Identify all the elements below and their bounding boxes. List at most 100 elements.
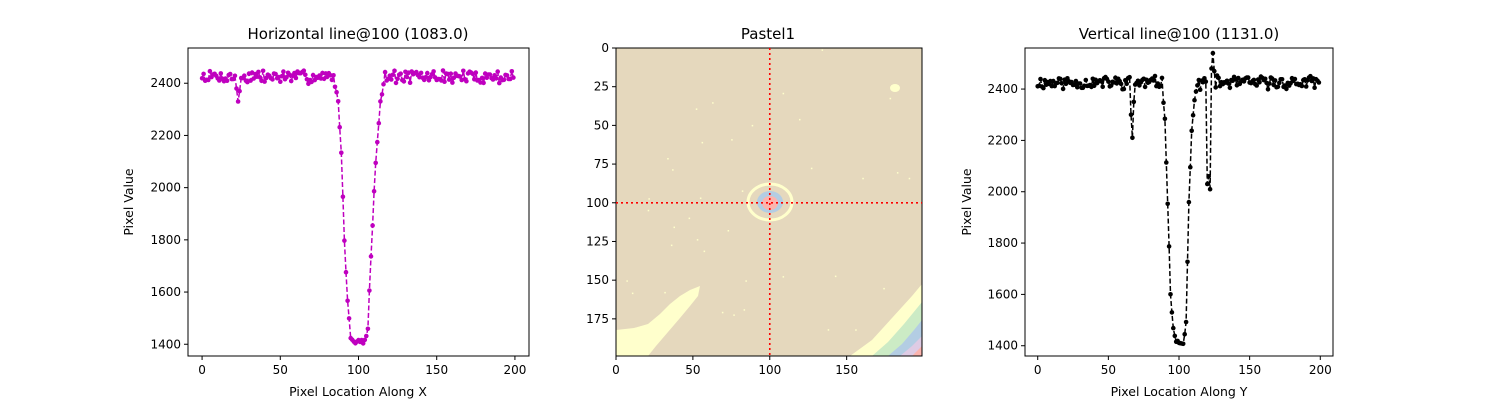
- speckle: [672, 169, 674, 171]
- speckle: [673, 226, 675, 229]
- speckle: [782, 276, 785, 278]
- y-tick-label: 25: [594, 80, 609, 94]
- speckle: [733, 314, 735, 316]
- speckle: [908, 177, 911, 180]
- data-point: [281, 69, 286, 74]
- data-point: [1203, 79, 1209, 84]
- data-point: [1180, 341, 1186, 347]
- speckle: [896, 172, 899, 174]
- axis-ticks: 0 50 100 150 200 1400 1600 1800 2000 2200 2400: [987, 82, 1331, 377]
- speckle: [696, 239, 699, 241]
- data-point: [381, 82, 386, 87]
- speckle: [670, 244, 673, 247]
- data-point: [1171, 325, 1176, 331]
- data-point: [395, 76, 400, 81]
- data-point: [1099, 79, 1104, 84]
- y-tick-label: 2400: [987, 82, 1018, 96]
- y-tick-label: 2000: [987, 185, 1018, 199]
- data-point: [401, 79, 407, 84]
- data-point: [1272, 78, 1278, 83]
- data-point: [1060, 86, 1066, 92]
- profile-series: [1035, 50, 1322, 347]
- data-point: [501, 77, 507, 83]
- speckle: [695, 108, 698, 110]
- y-tick-label: 2400: [150, 76, 181, 90]
- x-tick-label: 150: [1238, 363, 1261, 377]
- profile-series: [199, 67, 516, 346]
- speckle: [626, 280, 628, 282]
- data-point: [1216, 75, 1221, 81]
- y-tick-label: 125: [586, 234, 609, 248]
- data-point: [279, 73, 285, 79]
- data-point: [442, 79, 447, 84]
- data-point: [232, 73, 238, 79]
- x-axis-label: Pixel Location Along Y: [1111, 384, 1248, 399]
- x-tick-label: 100: [347, 363, 370, 377]
- data-point: [1207, 186, 1213, 192]
- data-point: [364, 333, 369, 339]
- speckle: [727, 230, 730, 232]
- data-point: [423, 74, 429, 80]
- speckle: [712, 102, 714, 104]
- horizontal-profile-plot: Horizontal line@100 (1083.0) 0 50 100 150 20…: [121, 25, 530, 399]
- data-point: [278, 79, 283, 84]
- data-point: [379, 92, 385, 97]
- y-tick-label: 50: [594, 118, 609, 132]
- data-point: [1106, 79, 1111, 84]
- speckle: [821, 49, 824, 51]
- data-point: [218, 71, 224, 76]
- data-point: [446, 77, 452, 82]
- data-point: [1083, 77, 1089, 83]
- speckle: [889, 97, 892, 100]
- data-point: [227, 71, 233, 77]
- x-axis-label: Pixel Location Along X: [289, 384, 427, 399]
- speckle: [731, 139, 733, 141]
- speckle: [699, 197, 702, 199]
- axis-ticks: 0 50 100 150 200 1400 1600 1800 2000 2200 2400: [150, 76, 526, 377]
- y-tick-label: 2200: [150, 128, 181, 142]
- speckle: [703, 250, 706, 253]
- data-point: [481, 80, 486, 86]
- speckle: [743, 309, 746, 311]
- data-point: [337, 124, 343, 130]
- data-point: [1254, 83, 1259, 88]
- data-point: [207, 68, 213, 74]
- data-point: [511, 75, 516, 80]
- y-tick-label: 150: [586, 273, 609, 287]
- data-point: [1164, 160, 1169, 165]
- data-point: [201, 71, 206, 77]
- chart-title: Horizontal line@100 (1083.0): [247, 25, 468, 43]
- data-point: [1091, 83, 1097, 89]
- speckle: [701, 141, 704, 144]
- data-point: [1299, 83, 1305, 89]
- data-point: [1188, 164, 1193, 170]
- data-point: [509, 69, 515, 74]
- data-point: [450, 80, 455, 85]
- data-point: [1265, 87, 1271, 92]
- data-point: [1055, 80, 1060, 86]
- data-point: [461, 68, 466, 74]
- speckle: [631, 292, 634, 295]
- speckle: [721, 311, 724, 314]
- data-point: [1245, 75, 1251, 80]
- data-point: [273, 71, 278, 77]
- plot-area: [1024, 47, 1334, 357]
- data-point: [1267, 81, 1272, 86]
- speckle: [834, 275, 837, 278]
- data-point: [1124, 81, 1129, 87]
- data-point: [1316, 80, 1322, 85]
- data-point: [375, 139, 380, 145]
- data-point: [1186, 199, 1192, 205]
- speckle: [667, 158, 669, 160]
- data-point: [339, 150, 344, 155]
- bright-spot: [890, 84, 900, 92]
- data-point: [1127, 74, 1132, 80]
- y-tick-label: 175: [586, 312, 609, 326]
- data-point: [390, 72, 396, 77]
- data-point: [1182, 331, 1187, 337]
- y-tick-label: 2200: [987, 133, 1018, 147]
- data-point: [1212, 68, 1217, 74]
- y-axis-label: Pixel Value: [121, 168, 136, 236]
